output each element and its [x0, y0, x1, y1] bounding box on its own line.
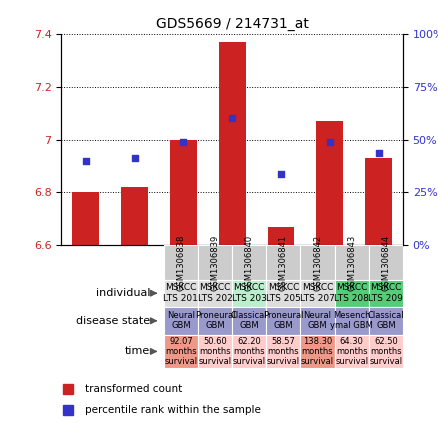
Text: 138.30
months
survival: 138.30 months survival [301, 337, 334, 366]
Point [277, 170, 284, 177]
Bar [300, 245, 335, 280]
Text: Neural
GBM: Neural GBM [304, 311, 332, 330]
Text: Classical
GBM: Classical GBM [367, 311, 404, 330]
Text: GSM1306844: GSM1306844 [381, 234, 390, 291]
Text: MSKCC
LTS 203: MSKCC LTS 203 [232, 283, 267, 303]
Text: MSKCC
LTS 208: MSKCC LTS 208 [334, 283, 369, 303]
Bar [266, 335, 300, 368]
Point [180, 139, 187, 146]
Bar [300, 280, 335, 307]
Text: GSM1306841: GSM1306841 [279, 234, 288, 291]
Text: 92.07
months
survival: 92.07 months survival [164, 337, 198, 366]
Bar [335, 245, 369, 280]
Bar [198, 307, 232, 335]
Point [229, 115, 236, 122]
Bar [198, 245, 232, 280]
Bar [335, 280, 369, 307]
Bar [266, 280, 300, 307]
Text: GSM1306840: GSM1306840 [245, 234, 254, 291]
Text: MSKCC
LTS 201: MSKCC LTS 201 [163, 283, 198, 303]
Point [82, 157, 89, 164]
Bar [164, 245, 198, 280]
Bar [369, 245, 403, 280]
Bar [300, 307, 335, 335]
Text: Proneural
GBM: Proneural GBM [263, 311, 304, 330]
Bar [164, 280, 198, 307]
Bar [232, 307, 266, 335]
Text: disease state: disease state [76, 316, 150, 326]
Bar [232, 280, 266, 307]
Text: Mesench
ymal GBM: Mesench ymal GBM [330, 311, 373, 330]
Bar [335, 335, 369, 368]
Bar [268, 227, 294, 245]
Text: percentile rank within the sample: percentile rank within the sample [85, 405, 261, 415]
Text: 58.57
months
survival: 58.57 months survival [267, 337, 300, 366]
Text: GSM1306843: GSM1306843 [347, 234, 356, 291]
Text: MSKCC
LTS 205: MSKCC LTS 205 [266, 283, 301, 303]
Bar [121, 187, 148, 245]
Text: 64.30
months
survival: 64.30 months survival [335, 337, 368, 366]
Point [326, 139, 333, 146]
Bar [266, 245, 300, 280]
Text: time: time [125, 346, 150, 357]
Bar [335, 307, 369, 335]
Text: individual: individual [95, 288, 150, 298]
Text: 62.20
months
survival: 62.20 months survival [233, 337, 266, 366]
Bar [369, 280, 403, 307]
Text: Classical
GBM: Classical GBM [231, 311, 268, 330]
Bar [232, 245, 266, 280]
Bar [164, 335, 198, 368]
Bar [164, 307, 198, 335]
Text: GSM1306839: GSM1306839 [211, 234, 219, 291]
Text: MSKCC
LTS 209: MSKCC LTS 209 [368, 283, 403, 303]
Bar [316, 121, 343, 245]
Point [131, 155, 138, 162]
Text: MSKCC
LTS 207: MSKCC LTS 207 [300, 283, 335, 303]
Text: Proneural
GBM: Proneural GBM [195, 311, 235, 330]
Bar [369, 307, 403, 335]
Bar [365, 158, 392, 245]
Text: Neural
GBM: Neural GBM [167, 311, 195, 330]
Text: GSM1306838: GSM1306838 [177, 234, 185, 291]
Bar [266, 307, 300, 335]
Bar [198, 280, 232, 307]
Point [375, 149, 382, 156]
Bar [369, 335, 403, 368]
Bar [198, 335, 232, 368]
Text: GSM1306842: GSM1306842 [313, 234, 322, 291]
Text: MSKCC
LTS 202: MSKCC LTS 202 [198, 283, 233, 303]
Bar [300, 335, 335, 368]
Text: 50.60
months
survival: 50.60 months survival [198, 337, 232, 366]
Bar [170, 140, 197, 245]
Bar [219, 42, 246, 245]
Text: 62.50
months
survival: 62.50 months survival [369, 337, 403, 366]
Title: GDS5669 / 214731_at: GDS5669 / 214731_at [155, 17, 309, 31]
Bar [232, 335, 266, 368]
Bar [72, 192, 99, 245]
Text: transformed count: transformed count [85, 384, 183, 394]
